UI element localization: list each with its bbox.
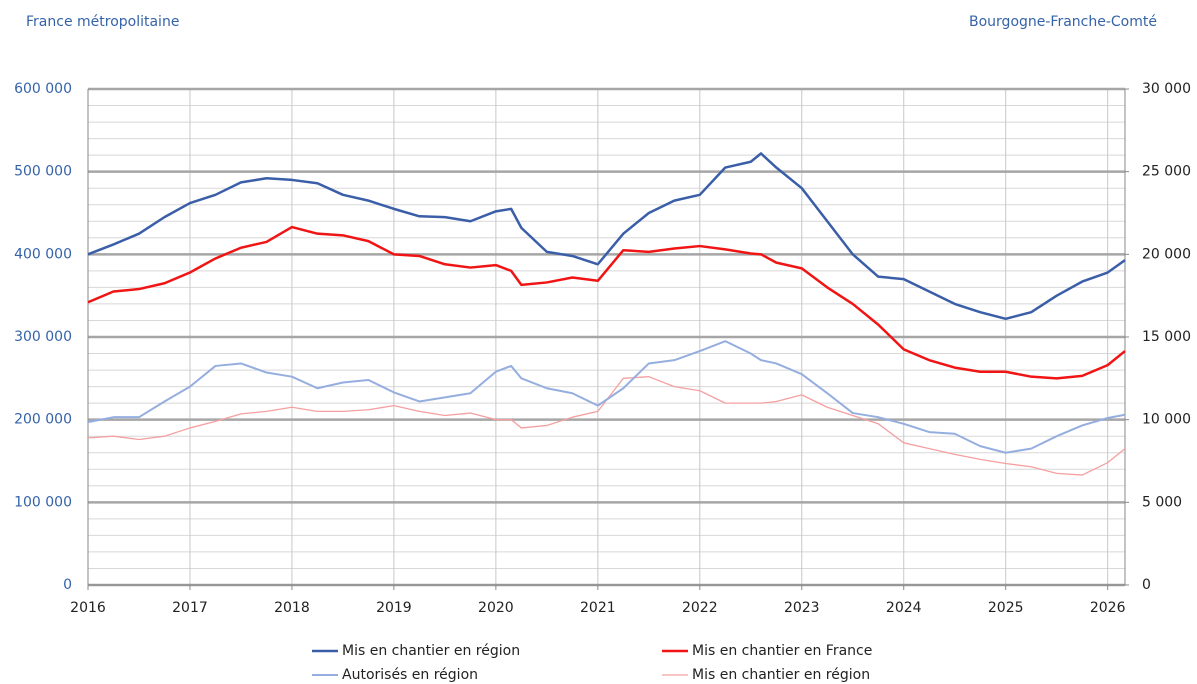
series-line: [87, 225, 1126, 380]
y-tick-label: 100 000: [14, 494, 72, 510]
x-tick-label: 2025: [988, 600, 1024, 616]
y2-tick-label: 15 000: [1142, 329, 1191, 345]
x-tick-label: 2020: [478, 600, 514, 616]
y-tick-label: 300 000: [14, 329, 72, 345]
y2-tick-label: 10 000: [1142, 412, 1191, 428]
y-tick-label: 400 000: [14, 246, 72, 262]
legend-label: Mis en chantier en France: [692, 643, 872, 659]
series-line: [87, 376, 1126, 476]
header-left: France métropolitaine: [26, 14, 179, 30]
y-tick-label: 600 000: [14, 81, 72, 97]
legend-label: Autorisés en région: [342, 667, 478, 683]
x-tick-label: 2022: [682, 600, 718, 616]
legend-label: Mis en chantier en région: [692, 667, 870, 683]
y2-tick-label: 30 000: [1142, 81, 1191, 97]
legend-label: Mis en chantier en région: [342, 643, 520, 659]
y-tick-label: 500 000: [14, 164, 72, 180]
y2-tick-label: 25 000: [1142, 164, 1191, 180]
x-tick-label: 2023: [784, 600, 820, 616]
series-line: [87, 340, 1126, 454]
x-tick-label: 2016: [70, 600, 106, 616]
x-tick-label: 2026: [1090, 600, 1126, 616]
x-tick-label: 2024: [886, 600, 922, 616]
x-tick-label: 2021: [580, 600, 616, 616]
y2-tick-label: 20 000: [1142, 246, 1191, 262]
series-line: [87, 152, 1126, 321]
header-right: Bourgogne-Franche-Comté: [969, 14, 1157, 30]
x-tick-label: 2018: [274, 600, 310, 616]
x-tick-label: 2017: [172, 600, 208, 616]
y-tick-label: 200 000: [14, 412, 72, 428]
y2-tick-label: 0: [1142, 577, 1151, 593]
x-tick-label: 2019: [376, 600, 412, 616]
y2-tick-label: 5 000: [1142, 494, 1182, 510]
y-tick-label: 0: [63, 577, 72, 593]
